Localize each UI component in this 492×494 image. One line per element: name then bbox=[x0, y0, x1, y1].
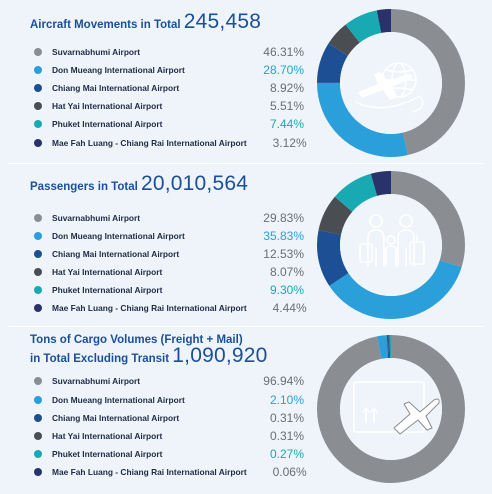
donut-slice-chiang-mai-international-airport bbox=[317, 171, 465, 319]
aircraft-movements-heading: Aircraft Movements in Total 245,458 bbox=[30, 10, 261, 34]
legend-swatch bbox=[34, 432, 42, 440]
data-label: 4.44% bbox=[272, 301, 307, 315]
legend-swatch bbox=[34, 250, 42, 258]
legend-item-hat-yai-international-airport: Hat Yai International Airport 5.51% bbox=[34, 98, 304, 114]
legend-label: Mae Fah Luang - Chiang Rai International… bbox=[52, 138, 247, 148]
legend-item-phuket-international-airport: Phuket International Airport 0.27% bbox=[34, 446, 304, 462]
legend-item-mae-fah-luang-chiang-rai-international-airport: Mae Fah Luang - Chiang Rai International… bbox=[34, 135, 307, 151]
legend-label: Phuket International Airport bbox=[52, 119, 163, 129]
data-label: 8.07% bbox=[269, 265, 304, 279]
legend-item-phuket-international-airport: Phuket International Airport 9.30% bbox=[34, 282, 304, 298]
cargo-title-line2: in Total Excluding Transit bbox=[30, 353, 170, 365]
data-label: 46.31% bbox=[263, 45, 304, 59]
donut-slice-phuket-international-airport bbox=[317, 335, 465, 483]
data-label: 0.27% bbox=[269, 447, 304, 461]
donut-slice-don-mueang-international-airport bbox=[317, 171, 465, 319]
passengers-heading: Passengers in Total 20,010,564 bbox=[30, 172, 248, 196]
data-label: 0.06% bbox=[272, 465, 307, 479]
legend-item-suvarnabhumi-airport: Suvarnabhumi Airport 29.83% bbox=[34, 210, 304, 226]
legend-label: Mae Fah Luang - Chiang Rai International… bbox=[52, 303, 247, 313]
data-label: 12.53% bbox=[263, 247, 304, 261]
legend-swatch bbox=[34, 396, 42, 404]
legend-item-chiang-mai-international-airport: Chiang Mai International Airport 0.31% bbox=[34, 410, 304, 426]
cargo-airplane-icon bbox=[353, 381, 440, 435]
legend-swatch bbox=[34, 286, 42, 294]
legend-swatch bbox=[34, 102, 42, 110]
legend-label: Suvarnabhumi Airport bbox=[52, 376, 141, 386]
data-label: 5.51% bbox=[269, 99, 304, 113]
data-label: 9.30% bbox=[269, 283, 304, 297]
legend-item-hat-yai-international-airport: Hat Yai International Airport 0.31% bbox=[34, 428, 304, 444]
data-label: 3.12% bbox=[272, 136, 307, 150]
aircraft-movements-title: Aircraft Movements in Total bbox=[30, 19, 181, 31]
passengers-luggage-icon bbox=[359, 214, 425, 267]
legend-label: Chiang Mai International Airport bbox=[52, 249, 180, 259]
legend-label: Phuket International Airport bbox=[52, 449, 163, 459]
legend-swatch bbox=[34, 468, 42, 476]
passengers-donut bbox=[317, 171, 465, 319]
aircraft-movements-total: 245,458 bbox=[183, 10, 262, 33]
legend-swatch bbox=[34, 377, 42, 385]
donut-hole bbox=[340, 194, 442, 296]
legend-swatch bbox=[34, 84, 42, 92]
legend-swatch bbox=[34, 214, 42, 222]
legend-item-suvarnabhumi-airport: Suvarnabhumi Airport 46.31% bbox=[34, 44, 304, 60]
donut-hole bbox=[340, 358, 442, 460]
legend-label: Don Mueang International Airport bbox=[52, 395, 185, 405]
legend-swatch bbox=[34, 120, 42, 128]
legend-item-chiang-mai-international-airport: Chiang Mai International Airport 8.92% bbox=[34, 80, 304, 96]
legend-item-mae-fah-luang-chiang-rai-international-airport: Mae Fah Luang - Chiang Rai International… bbox=[34, 300, 307, 316]
cargo-donut bbox=[317, 335, 465, 483]
data-label: 2.10% bbox=[269, 393, 304, 407]
data-label: 0.31% bbox=[269, 429, 304, 443]
cargo-title: Tons of Cargo Volumes (Freight + Mail) bbox=[30, 334, 243, 346]
legend-label: Suvarnabhumi Airport bbox=[52, 213, 141, 223]
legend-swatch bbox=[34, 48, 42, 56]
data-label: 28.70% bbox=[263, 63, 304, 77]
legend-label: Hat Yai International Airport bbox=[52, 267, 163, 277]
cargo-total: 1,090,920 bbox=[172, 344, 268, 367]
legend-item-hat-yai-international-airport: Hat Yai International Airport 8.07% bbox=[34, 264, 304, 280]
legend-label: Don Mueang International Airport bbox=[52, 65, 185, 75]
legend-swatch bbox=[34, 268, 42, 276]
legend-swatch bbox=[34, 304, 42, 312]
passengers-total: 20,010,564 bbox=[141, 172, 249, 195]
data-label: 0.31% bbox=[269, 411, 304, 425]
legend-label: Hat Yai International Airport bbox=[52, 431, 163, 441]
donut-slice-don-mueang-international-airport bbox=[317, 9, 465, 157]
legend-label: Suvarnabhumi Airport bbox=[52, 47, 141, 57]
legend-swatch bbox=[34, 66, 42, 74]
legend-label: Mae Fah Luang - Chiang Rai International… bbox=[52, 467, 247, 477]
legend-swatch bbox=[34, 450, 42, 458]
airplane-globe-icon bbox=[355, 62, 424, 113]
legend-item-don-mueang-international-airport: Don Mueang International Airport 2.10% bbox=[34, 392, 304, 408]
legend-item-suvarnabhumi-airport: Suvarnabhumi Airport 96.94% bbox=[34, 373, 304, 389]
legend-item-don-mueang-international-airport: Don Mueang International Airport 28.70% bbox=[34, 62, 304, 78]
legend-item-phuket-international-airport: Phuket International Airport 7.44% bbox=[34, 116, 304, 132]
data-label: 8.92% bbox=[269, 81, 304, 95]
legend-item-don-mueang-international-airport: Don Mueang International Airport 35.83% bbox=[34, 228, 304, 244]
legend-swatch bbox=[34, 414, 42, 422]
legend-label: Phuket International Airport bbox=[52, 285, 163, 295]
data-label: 7.44% bbox=[269, 117, 304, 131]
aircraft-movements-donut bbox=[317, 9, 465, 157]
passengers-title: Passengers in Total bbox=[30, 181, 138, 193]
section-divider bbox=[8, 326, 484, 327]
cargo-heading: Tons of Cargo Volumes (Freight + Mail) i… bbox=[30, 333, 268, 367]
legend-item-mae-fah-luang-chiang-rai-international-airport: Mae Fah Luang - Chiang Rai International… bbox=[34, 464, 307, 480]
legend-swatch bbox=[34, 139, 42, 147]
legend-swatch bbox=[34, 232, 42, 240]
legend-label: Chiang Mai International Airport bbox=[52, 413, 180, 423]
legend-label: Chiang Mai International Airport bbox=[52, 83, 180, 93]
data-label: 96.94% bbox=[263, 374, 304, 388]
data-label: 29.83% bbox=[263, 211, 304, 225]
legend-item-chiang-mai-international-airport: Chiang Mai International Airport 12.53% bbox=[34, 246, 304, 262]
data-label: 35.83% bbox=[263, 229, 304, 243]
section-divider bbox=[8, 163, 484, 164]
donut-slice-mae-fah-luang-chiang-rai-international-airport bbox=[317, 171, 465, 319]
legend-label: Hat Yai International Airport bbox=[52, 101, 163, 111]
donut-slice-mae-fah-luang-chiang-rai-international-airport bbox=[317, 9, 465, 157]
legend-label: Don Mueang International Airport bbox=[52, 231, 185, 241]
